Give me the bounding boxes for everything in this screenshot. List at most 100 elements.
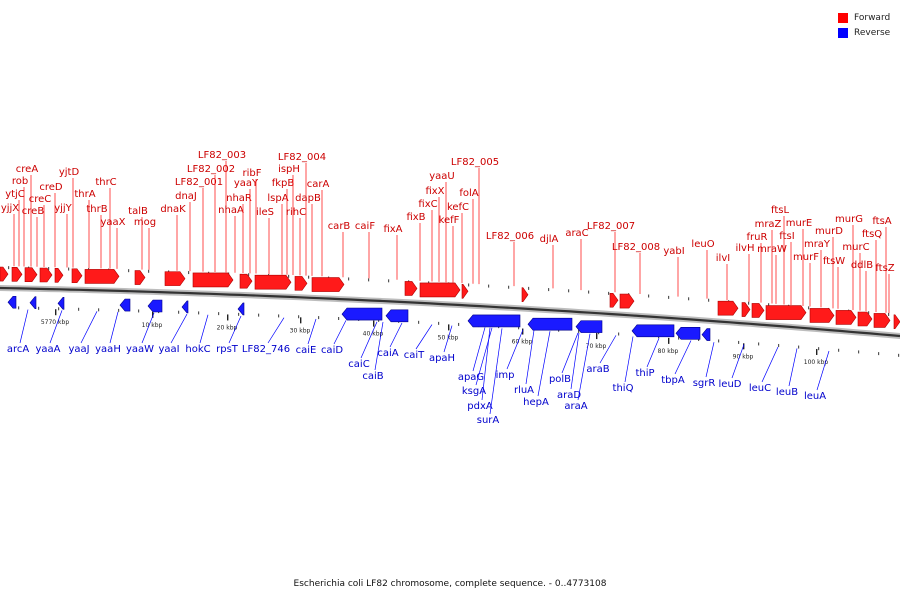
forward-gene-arrow[interactable] [84, 269, 120, 284]
forward-gene-arrow[interactable] [521, 287, 529, 303]
reverse-gene-label[interactable]: araA [564, 401, 587, 412]
forward-gene-arrow[interactable] [404, 281, 418, 296]
forward-gene-label[interactable]: ftsA [872, 216, 891, 227]
reverse-gene-label[interactable]: leuB [776, 387, 798, 398]
forward-gene-arrow[interactable] [71, 268, 83, 284]
forward-gene-label[interactable]: yaaY [234, 178, 259, 189]
forward-gene-label[interactable]: ftsI [779, 231, 794, 242]
forward-gene-label[interactable]: ddlB [851, 260, 873, 271]
forward-gene-label[interactable]: thrA [74, 189, 95, 200]
forward-gene-arrow[interactable] [164, 271, 186, 286]
forward-gene-label[interactable]: ispH [278, 164, 300, 175]
forward-gene-label[interactable]: thrB [86, 204, 107, 215]
forward-gene-label[interactable]: murC [842, 242, 869, 253]
forward-gene-arrow[interactable] [873, 313, 891, 328]
forward-gene-label[interactable]: yjjY [54, 203, 72, 214]
reverse-gene-label[interactable]: polB [549, 374, 571, 385]
forward-gene-label[interactable]: ftsW [823, 256, 845, 267]
reverse-gene-label[interactable]: LF82_746 [242, 344, 290, 355]
reverse-gene-arrow[interactable] [29, 296, 37, 309]
forward-gene-label[interactable]: ftsL [771, 205, 789, 216]
reverse-gene-arrow[interactable] [57, 297, 65, 310]
reverse-gene-label[interactable]: leuA [804, 391, 826, 402]
forward-gene-label[interactable]: djlA [540, 234, 559, 245]
forward-gene-arrow[interactable] [311, 277, 345, 292]
forward-gene-label[interactable]: mraW [757, 244, 787, 255]
forward-gene-label[interactable]: creD [39, 182, 63, 193]
forward-gene-arrow[interactable] [609, 292, 619, 308]
reverse-gene-label[interactable]: yaaA [35, 344, 60, 355]
forward-gene-arrow[interactable] [765, 305, 807, 320]
forward-gene-label[interactable]: yjtD [59, 167, 80, 178]
forward-gene-label[interactable]: murD [815, 226, 843, 237]
reverse-gene-label[interactable]: araB [586, 364, 609, 375]
forward-gene-label[interactable]: fixC [418, 199, 437, 210]
forward-gene-label[interactable]: talB [128, 206, 148, 217]
forward-gene-label[interactable]: dapB [295, 193, 321, 204]
forward-gene-label[interactable]: yaaU [429, 171, 455, 182]
forward-gene-label[interactable]: LF82_008 [612, 242, 660, 253]
forward-gene-label[interactable]: LF82_001 [175, 177, 223, 188]
reverse-gene-label[interactable]: thiQ [613, 383, 634, 394]
reverse-gene-arrow[interactable] [147, 299, 163, 313]
reverse-gene-label[interactable]: apaH [429, 353, 455, 364]
forward-gene-label[interactable]: LF82_006 [486, 231, 534, 242]
forward-gene-label[interactable]: yabI [663, 246, 684, 257]
forward-gene-label[interactable]: murF [793, 252, 819, 263]
forward-gene-label[interactable]: dnaJ [175, 191, 197, 202]
forward-gene-label[interactable]: fixX [425, 186, 444, 197]
forward-gene-arrow[interactable] [717, 300, 739, 316]
reverse-gene-label[interactable]: hepA [523, 397, 549, 408]
forward-gene-arrow[interactable] [54, 268, 64, 283]
forward-gene-label[interactable]: fixB [406, 212, 425, 223]
reverse-gene-label[interactable]: tbpA [661, 375, 685, 386]
forward-gene-label[interactable]: kefF [439, 215, 460, 226]
forward-gene-arrow[interactable] [11, 267, 23, 282]
reverse-gene-label[interactable]: caiT [404, 350, 425, 361]
forward-gene-label[interactable]: rihC [286, 207, 306, 218]
reverse-gene-arrow[interactable] [527, 317, 573, 331]
reverse-gene-arrow[interactable] [119, 298, 131, 312]
forward-gene-label[interactable]: nhaA [218, 205, 244, 216]
forward-gene-label[interactable]: folA [459, 188, 478, 199]
forward-gene-label[interactable]: yaaX [100, 217, 125, 228]
reverse-gene-label[interactable]: thiP [635, 368, 654, 379]
forward-gene-arrow[interactable] [24, 267, 38, 282]
reverse-gene-label[interactable]: imp [496, 370, 515, 381]
legend-forward[interactable]: Forward [838, 10, 890, 25]
forward-gene-label[interactable]: LF82_005 [451, 157, 499, 168]
forward-gene-label[interactable]: araC [565, 228, 588, 239]
reverse-gene-label[interactable]: leuC [749, 383, 771, 394]
reverse-gene-label[interactable]: caiD [321, 345, 343, 356]
forward-gene-label[interactable]: ilvI [716, 253, 730, 264]
reverse-gene-label[interactable]: caiE [296, 345, 317, 356]
reverse-gene-label[interactable]: leuD [719, 379, 742, 390]
forward-gene-label[interactable]: LF82_002 [187, 164, 235, 175]
forward-gene-label[interactable]: yjjX [1, 203, 19, 214]
forward-gene-arrow[interactable] [461, 284, 469, 299]
reverse-gene-label[interactable]: arcA [7, 344, 30, 355]
reverse-gene-label[interactable]: surA [477, 415, 500, 426]
forward-gene-arrow[interactable] [619, 293, 635, 309]
forward-gene-label[interactable]: carB [328, 221, 351, 232]
forward-gene-arrow[interactable] [893, 314, 900, 330]
forward-gene-label[interactable]: LF82_004 [278, 152, 326, 163]
forward-gene-label[interactable]: nhaR [226, 193, 252, 204]
forward-gene-label[interactable]: kefC [447, 202, 469, 213]
reverse-gene-label[interactable]: pdxA [467, 401, 493, 412]
forward-gene-arrow[interactable] [254, 274, 292, 290]
reverse-gene-arrow[interactable] [701, 328, 711, 341]
forward-gene-label[interactable]: ileS [256, 207, 274, 218]
forward-gene-label[interactable]: caiF [355, 221, 375, 232]
forward-gene-label[interactable]: mog [134, 217, 156, 228]
legend-reverse[interactable]: Reverse [838, 25, 890, 40]
forward-gene-label[interactable]: creA [16, 164, 39, 175]
forward-gene-arrow[interactable] [39, 267, 53, 283]
forward-gene-label[interactable]: fkpB [272, 178, 295, 189]
forward-gene-arrow[interactable] [0, 266, 9, 282]
forward-gene-label[interactable]: murG [835, 214, 863, 225]
reverse-gene-label[interactable]: ksgA [462, 386, 486, 397]
forward-gene-arrow[interactable] [857, 311, 873, 327]
reverse-gene-arrow[interactable] [341, 307, 383, 321]
reverse-gene-label[interactable]: hokC [185, 344, 210, 355]
